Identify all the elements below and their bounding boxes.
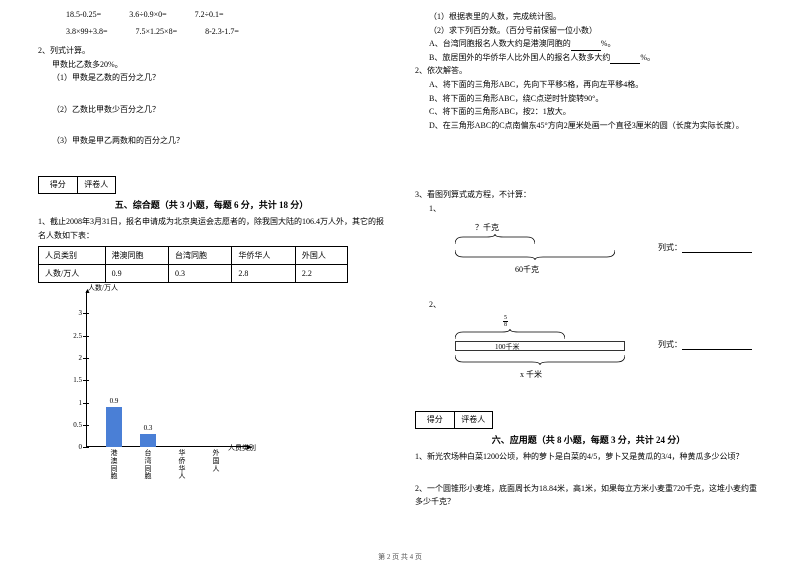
td-0: 人数/万人 (39, 265, 106, 283)
grader-label-6: 评卷人 (455, 412, 493, 428)
r-q2: 2、依次解答。 (415, 64, 762, 78)
b2-formula: 列式： (658, 339, 752, 350)
volunteer-table: 人员类别 港澳同胞 台湾同胞 华侨华人 外国人 人数/万人 0.9 0.3 2.… (38, 246, 348, 283)
r-2: （2）求下列百分数。（百分号前保留一位小数） (415, 24, 762, 38)
th-2: 台湾同胞 (168, 247, 231, 265)
bracket-diagram-1: ？千克 60千克 列式： (445, 222, 762, 292)
r-q3: 3、看图列算式或方程，不计算： (415, 188, 762, 202)
r-q2b: B、将下面的三角形ABC，绕C点逆时针旋转90°。 (415, 92, 762, 106)
b2-bot: x 千米 (520, 369, 542, 380)
y-tick: 3 (68, 309, 82, 317)
y-tick: 0.5 (68, 421, 82, 429)
y-tick: 2 (68, 354, 82, 362)
score-label: 得分 (39, 177, 78, 193)
score-box-6: 得分 评卷人 (415, 411, 493, 429)
th-3: 华侨华人 (232, 247, 295, 265)
chart-bar (106, 407, 122, 447)
b1-formula: 列式： (658, 242, 752, 253)
page-footer: 第 2 页 共 4 页 (0, 552, 800, 562)
r-q2a: A、将下面的三角形ABC，先向下平移5格，再向左平移4格。 (415, 78, 762, 92)
r-2b: B、旅居国外的华侨华人比外国人的报名人数多大约%。 (415, 51, 762, 65)
td-2: 0.3 (168, 265, 231, 283)
bracket-diagram-2: 58 100千米 x 千米 列式： (445, 317, 762, 397)
expr-1-2: 3.6÷0.9×0= (129, 10, 166, 19)
q2-sub2: （2）乙数比甲数少百分之几？ (38, 103, 385, 117)
r-2a: A、台湾同胞报名人数大约是港澳同胞的%。 (415, 37, 762, 51)
r-q2d: D、在三角形ABC的C点南偏东45°方向2厘米处画一个直径3厘米的圆（长度为实际… (415, 119, 762, 133)
section-5-title: 五、综合题（共 3 小题，每题 6 分，共计 18 分） (38, 198, 385, 211)
bar-category-label: 外国人 (210, 450, 222, 473)
th-4: 外国人 (295, 247, 347, 265)
th-0: 人员类别 (39, 247, 106, 265)
y-tick: 2.5 (68, 332, 82, 340)
s6-q2: 2、一个圆锥形小麦堆，底面周长为18.84米，高1米，如果每立方米小麦重720千… (415, 482, 762, 509)
q2-title: 2、列式计算。 (38, 44, 385, 58)
s5-q1: 1、截止2008年3月31日，报名申请成为北京奥运会志愿者的，除我国大陆的106… (38, 215, 385, 242)
r-1: （1）根据表里的人数，完成统计图。 (415, 10, 762, 24)
score-box-5: 得分 评卷人 (38, 176, 116, 194)
s6-q1: 1、新光农场种白菜1200公顷，种的萝卜是白菜的4/5，萝卜又是黄瓜的3/4，种… (415, 450, 762, 464)
expr-2-1: 3.8×99+3.8= (66, 27, 108, 36)
score-label-6: 得分 (416, 412, 455, 428)
r-q3-2: 2、 (415, 298, 762, 312)
q2-stem: 甲数比乙数多20%。 (38, 58, 385, 72)
y-tick: 1.5 (68, 376, 82, 384)
b1-bot-label: 60千克 (515, 264, 539, 275)
chart-bar (140, 434, 156, 447)
expr-1-3: 7.2÷0.1= (195, 10, 224, 19)
th-1: 港澳同胞 (105, 247, 168, 265)
b2-frac: 58 (503, 315, 508, 328)
chart-x-title: 人员类别 (228, 443, 256, 453)
bar-category-label: 港澳同胞 (108, 450, 120, 481)
bar-value-label: 0.3 (138, 424, 158, 432)
bar-category-label: 华侨华人 (176, 450, 188, 481)
bar-chart: ▲▶人数/万人人员类别32.521.510.500.9港澳同胞0.3台湾同胞华侨… (58, 287, 258, 467)
td-1: 0.9 (105, 265, 168, 283)
r-q3-1: 1、 (415, 202, 762, 216)
y-tick: 0 (68, 443, 82, 451)
bar-value-label: 0.9 (104, 397, 124, 405)
td-4: 2.2 (295, 265, 347, 283)
td-3: 2.8 (232, 265, 295, 283)
chart-y-title: 人数/万人 (88, 283, 118, 293)
r-q2c: C、将下面的三角形ABC，按2：1放大。 (415, 105, 762, 119)
expr-2-3: 8-2.3-1.7= (205, 27, 239, 36)
section-6-title: 六、应用题（共 8 小题，每题 3 分，共计 24 分） (415, 433, 762, 446)
bar-category-label: 台湾同胞 (142, 450, 154, 481)
b2-mid: 100千米 (495, 342, 520, 352)
q2-sub1: （1）甲数是乙数的百分之几？ (38, 71, 385, 85)
table-row: 人数/万人 0.9 0.3 2.8 2.2 (39, 265, 348, 283)
b1-top-label: ？千克 (475, 222, 499, 233)
expr-1-1: 18.5-0.25= (66, 10, 101, 19)
table-row: 人员类别 港澳同胞 台湾同胞 华侨华人 外国人 (39, 247, 348, 265)
q2-sub3: （3）甲数是甲乙两数和的百分之几？ (38, 134, 385, 148)
grader-label: 评卷人 (78, 177, 116, 193)
expr-2-2: 7.5×1.25×8= (136, 27, 178, 36)
y-tick: 1 (68, 399, 82, 407)
